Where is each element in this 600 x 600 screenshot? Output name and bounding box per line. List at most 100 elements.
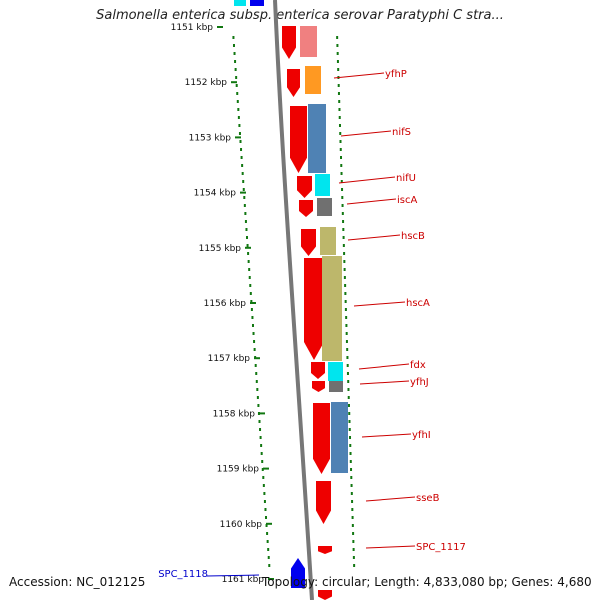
gene-arrow-partial xyxy=(318,590,332,600)
scale-tick-mark xyxy=(217,26,223,28)
gene-label-yfhI: yfhI xyxy=(412,430,431,441)
track-dot xyxy=(349,452,352,455)
gene-arrow-yfhP xyxy=(287,69,300,97)
track-dot xyxy=(341,204,344,207)
track-dot xyxy=(343,260,346,263)
track-dot xyxy=(268,564,271,567)
scale-tick-mark xyxy=(263,467,269,470)
track-dot xyxy=(259,428,262,431)
scale-tick-mark xyxy=(259,412,265,415)
track-dot xyxy=(251,316,254,319)
track-dot xyxy=(345,332,348,335)
track-dot xyxy=(236,92,239,95)
right-dotted-track xyxy=(336,36,356,567)
scale-tick-label: 1152 kbp xyxy=(185,78,228,88)
track-dot xyxy=(344,284,347,287)
track-dot xyxy=(239,140,242,143)
track-dot xyxy=(246,236,249,239)
scale-ticks: 1151 kbp 1152 kbp 1153 kbp 1154 kbp 1155 kbp… xyxy=(171,23,274,585)
track-dot xyxy=(350,492,353,495)
track-dot xyxy=(342,244,345,247)
track-dot xyxy=(342,220,345,223)
topology-text: Topology: circular; Length: 4,833,080 bp… xyxy=(262,575,592,589)
gene-label-sseB: sseB xyxy=(416,493,440,504)
track-dot xyxy=(259,436,262,439)
track-dot xyxy=(344,292,347,295)
track-dot xyxy=(245,228,248,231)
scale-tick-mark xyxy=(240,191,246,194)
backbone-line xyxy=(273,0,314,600)
track-dot xyxy=(336,44,339,47)
cog-bar-gray xyxy=(329,381,343,392)
track-dot xyxy=(349,444,352,447)
track-dot xyxy=(237,116,240,119)
track-dot xyxy=(266,540,269,543)
track-dot xyxy=(351,508,354,511)
gene-label-hscB: hscB xyxy=(401,231,425,242)
track-dot xyxy=(348,420,351,423)
scale-tick-label: 1155 kbp xyxy=(199,244,242,254)
track-dot xyxy=(240,156,243,159)
track-dot xyxy=(336,60,339,63)
cog-bar-steelblue xyxy=(331,402,348,473)
gene-label-SPC_1117: SPC_1117 xyxy=(416,542,466,553)
track-dot xyxy=(338,124,341,127)
track-dot xyxy=(351,500,354,503)
track-dot xyxy=(340,172,343,175)
track-dot xyxy=(341,188,344,191)
track-dot xyxy=(263,500,266,503)
track-dot xyxy=(345,340,348,343)
track-dot xyxy=(255,372,258,375)
track-dot xyxy=(235,76,238,79)
track-dot xyxy=(352,532,355,535)
label-leader-line xyxy=(338,176,396,184)
gene-label-yfhJ: yfhJ xyxy=(410,377,429,388)
track-dot xyxy=(242,188,245,191)
label-leader-line xyxy=(353,301,406,307)
track-dot xyxy=(350,468,353,471)
cog-bar-steelblue xyxy=(308,104,326,173)
track-dot xyxy=(252,332,255,335)
scale-tick-mark xyxy=(254,357,260,360)
scale-tick-label: 1160 kbp xyxy=(220,520,263,530)
gene-arrow-iscA xyxy=(299,200,313,217)
track-dot xyxy=(344,300,347,303)
track-dot xyxy=(249,292,252,295)
label-leader-line xyxy=(346,198,397,205)
track-dot xyxy=(347,380,350,383)
track-dot xyxy=(337,92,340,95)
track-dot xyxy=(343,276,346,279)
track-dot xyxy=(260,444,263,447)
track-dot xyxy=(256,388,259,391)
track-dot xyxy=(343,252,346,255)
track-dot xyxy=(260,452,263,455)
track-dot xyxy=(351,516,354,519)
scale-tick-label: 1156 kbp xyxy=(204,299,247,309)
track-dot xyxy=(342,236,345,239)
track-dot xyxy=(264,508,267,511)
scale-tick-label: 1159 kbp xyxy=(217,465,260,475)
label-leader-line xyxy=(340,130,392,137)
track-dot xyxy=(236,100,239,103)
cog-bar-khaki xyxy=(320,227,336,255)
label-leader-line xyxy=(359,380,410,385)
scale-tick-mark xyxy=(245,246,251,249)
scale-tick-label: 1153 kbp xyxy=(189,133,232,143)
label-leader-line xyxy=(347,234,401,241)
accession-text: Accession: NC_012125 xyxy=(9,575,146,589)
scale-tick-label: 1158 kbp xyxy=(213,409,256,419)
track-dot xyxy=(233,52,236,55)
track-dot xyxy=(346,356,349,359)
track-dot xyxy=(347,404,350,407)
track-dot xyxy=(340,180,343,183)
track-dot xyxy=(339,132,342,135)
gene-label-nifS: nifS xyxy=(392,127,411,138)
track-dot xyxy=(246,244,249,247)
gene-arrow-SPC_1118 xyxy=(291,558,305,588)
track-dot xyxy=(338,116,341,119)
track-dot xyxy=(345,324,348,327)
cog-bar-khaki xyxy=(322,256,342,361)
track-dot xyxy=(263,492,266,495)
gene-label-hscA: hscA xyxy=(406,298,430,309)
track-dot xyxy=(353,564,356,567)
